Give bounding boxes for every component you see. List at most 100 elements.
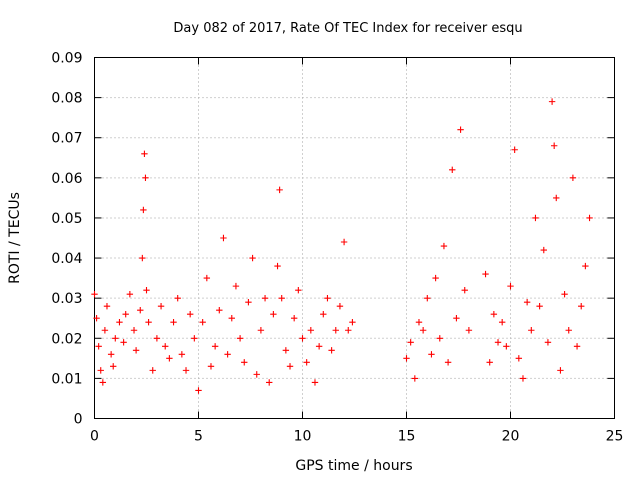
- data-point: [145, 319, 152, 326]
- data-point: [424, 294, 431, 302]
- x-tick-label: 25: [606, 429, 624, 445]
- data-point: [561, 290, 568, 298]
- data-point: [241, 359, 248, 366]
- data-point: [411, 375, 419, 382]
- axis-ticks: [94, 57, 615, 419]
- data-point: [270, 311, 277, 318]
- data-point: [295, 286, 302, 294]
- data-point: [586, 214, 593, 222]
- data-point: [453, 315, 460, 322]
- x-tick-label: 20: [502, 429, 520, 445]
- y-tick-label: 0.06: [51, 171, 82, 187]
- data-point: [107, 351, 115, 358]
- data-point: [139, 254, 146, 262]
- x-tick-labels: 0 5 10 15 20 25: [90, 429, 623, 445]
- data-point: [137, 307, 144, 314]
- data-point: [582, 262, 589, 270]
- data-point: [457, 126, 464, 133]
- data-point: [207, 363, 215, 370]
- data-point: [519, 375, 527, 382]
- data-point: [261, 294, 269, 302]
- data-point: [324, 294, 331, 302]
- data-point: [436, 335, 443, 342]
- data-point: [311, 379, 319, 386]
- y-tick-label: 0.07: [51, 131, 82, 147]
- data-point: [116, 319, 123, 326]
- data-point: [444, 359, 452, 366]
- data-point: [550, 142, 558, 149]
- data-point: [126, 290, 134, 298]
- data-point: [432, 274, 439, 282]
- data-point: [578, 302, 585, 310]
- data-point: [320, 311, 327, 318]
- data-point: [428, 351, 435, 358]
- data-point: [315, 343, 323, 350]
- data-point: [195, 387, 202, 394]
- data-point: [278, 294, 285, 302]
- grid-lines: [94, 57, 615, 419]
- data-point: [142, 174, 149, 182]
- y-tick-label: 0.03: [51, 291, 82, 307]
- data-point: [415, 319, 423, 326]
- data-point: [103, 302, 111, 310]
- data-point: [130, 327, 138, 334]
- data-point: [540, 246, 547, 254]
- data-point: [340, 238, 348, 246]
- data-point: [532, 214, 539, 222]
- data-point: [157, 302, 165, 310]
- plot-frame: [94, 57, 615, 419]
- data-point: [97, 367, 104, 374]
- data-point: [220, 234, 227, 242]
- data-point: [465, 327, 473, 334]
- data-point: [224, 351, 231, 358]
- y-tick-label: 0.09: [51, 51, 82, 67]
- data-point: [228, 315, 235, 322]
- y-tick-label: 0.02: [51, 331, 82, 347]
- data-point: [490, 311, 498, 318]
- data-point: [336, 302, 344, 310]
- data-point: [328, 347, 335, 354]
- data-point: [101, 327, 109, 334]
- data-point: [299, 335, 306, 342]
- data-point: [345, 327, 352, 334]
- data-point: [266, 379, 273, 386]
- data-point: [216, 307, 223, 314]
- data-point: [544, 339, 552, 346]
- data-point: [211, 343, 219, 350]
- data-point: [110, 363, 117, 370]
- data-point: [349, 319, 356, 326]
- data-point: [290, 315, 298, 322]
- data-point: [186, 311, 194, 318]
- data-point: [203, 274, 211, 282]
- data-point: [486, 359, 493, 366]
- data-point: [132, 347, 140, 354]
- data-point: [191, 335, 198, 342]
- x-axis-label: GPS time / hours: [295, 458, 412, 474]
- data-point: [307, 327, 315, 334]
- data-point: [178, 351, 186, 358]
- data-point: [403, 355, 410, 362]
- y-tick-label: 0.08: [51, 91, 82, 107]
- chart-title: Day 082 of 2017, Rate Of TEC Index for r…: [173, 21, 522, 36]
- data-point: [407, 339, 414, 346]
- data-point: [174, 294, 181, 302]
- data-point: [149, 367, 156, 374]
- data-point: [332, 327, 339, 334]
- data-point: [511, 146, 518, 153]
- data-point: [440, 242, 448, 250]
- data-point: [503, 343, 510, 350]
- data-point: [249, 254, 256, 262]
- data-point: [573, 343, 581, 350]
- data-point: [498, 319, 506, 326]
- data-point: [507, 282, 514, 290]
- data-point: [461, 286, 468, 294]
- data-point: [286, 363, 294, 370]
- data-point: [182, 367, 190, 374]
- data-points: [91, 98, 593, 394]
- x-tick-label: 10: [294, 429, 312, 445]
- data-point: [557, 367, 564, 374]
- data-point: [536, 302, 543, 310]
- data-point: [569, 174, 577, 182]
- data-point: [153, 335, 161, 342]
